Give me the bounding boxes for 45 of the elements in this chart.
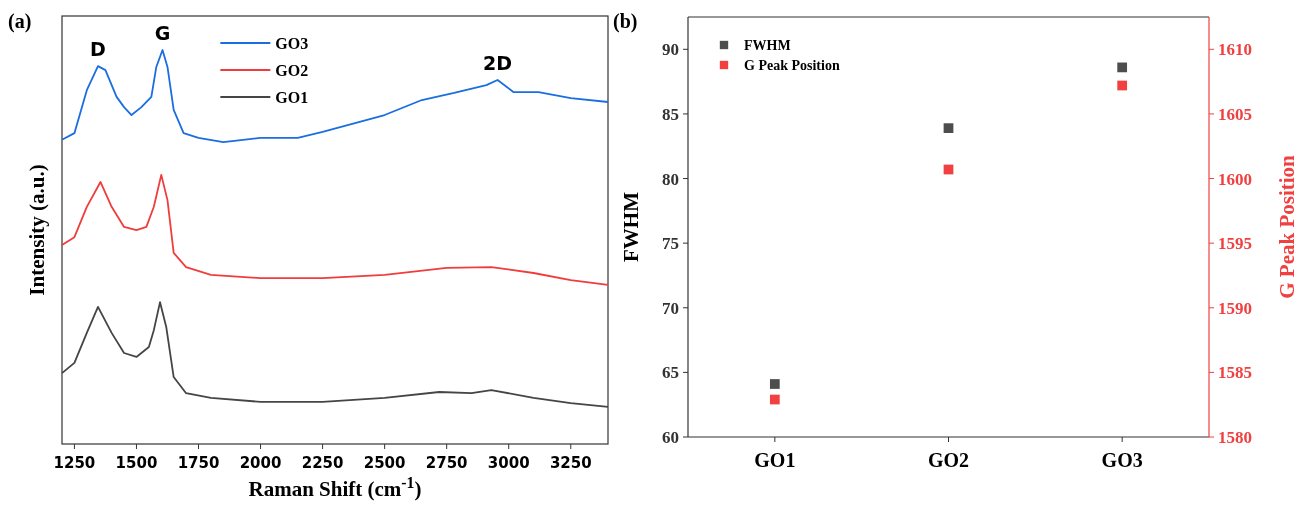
point <box>769 379 780 389</box>
x-tick-label: 3250 <box>549 454 592 472</box>
annotation: G <box>154 22 171 44</box>
x-tick-label: 1750 <box>177 454 220 472</box>
legend-label: FWHM <box>744 38 791 53</box>
y2-tick-label: 1605 <box>1218 104 1252 124</box>
legend-label: GO1 <box>275 89 309 106</box>
y2-tick-label: 1600 <box>1218 169 1252 189</box>
x-tick-label: 2000 <box>239 454 282 472</box>
y-tick-label: 75 <box>662 234 679 254</box>
y-tick-label: 80 <box>662 169 679 189</box>
y2-tick-label: 1595 <box>1218 234 1252 254</box>
y-tick-label: 85 <box>662 104 679 124</box>
x-tick-label: 2250 <box>301 454 344 472</box>
point <box>1117 62 1128 73</box>
y-tick-label: 90 <box>662 40 679 60</box>
y-tick-label: 65 <box>662 363 679 383</box>
x-tick-label: GO3 <box>1101 449 1143 471</box>
x-tick-label: GO1 <box>754 449 796 471</box>
chart-title: (b) <box>613 10 638 33</box>
x-tick-label: 3000 <box>487 454 530 472</box>
y-axis-title: FWHM <box>619 191 643 262</box>
x-tick-label: 2500 <box>363 454 406 472</box>
y2-tick-label: 1580 <box>1218 428 1252 447</box>
legend-label: GO2 <box>275 62 309 79</box>
chart-title: (a) <box>8 10 32 33</box>
y-tick-label: 60 <box>662 428 679 447</box>
y2-axis-title: G Peak Position <box>1275 154 1299 299</box>
x-tick-label: GO2 <box>927 449 970 471</box>
y2-tick-label: 1590 <box>1218 298 1252 318</box>
legend-label: GO3 <box>275 35 309 52</box>
y-tick-label: 70 <box>662 298 679 318</box>
annotation: D <box>90 38 106 61</box>
y2-tick-label: 1610 <box>1218 40 1252 60</box>
legend-label: G Peak Position <box>744 58 840 73</box>
x-tick-label: 1250 <box>53 454 96 472</box>
x-axis-title: Raman Shift (cm$^{-1}$) <box>248 473 422 501</box>
point <box>769 394 780 405</box>
x-tick-label: 1500 <box>115 454 158 472</box>
y2-tick-label: 1585 <box>1218 363 1252 383</box>
annotation: 2D <box>483 51 513 74</box>
x-tick-label: 2750 <box>425 454 468 472</box>
point <box>1117 80 1128 91</box>
point <box>943 123 954 134</box>
y-axis-title: Intensity (a.u.) <box>25 164 49 296</box>
